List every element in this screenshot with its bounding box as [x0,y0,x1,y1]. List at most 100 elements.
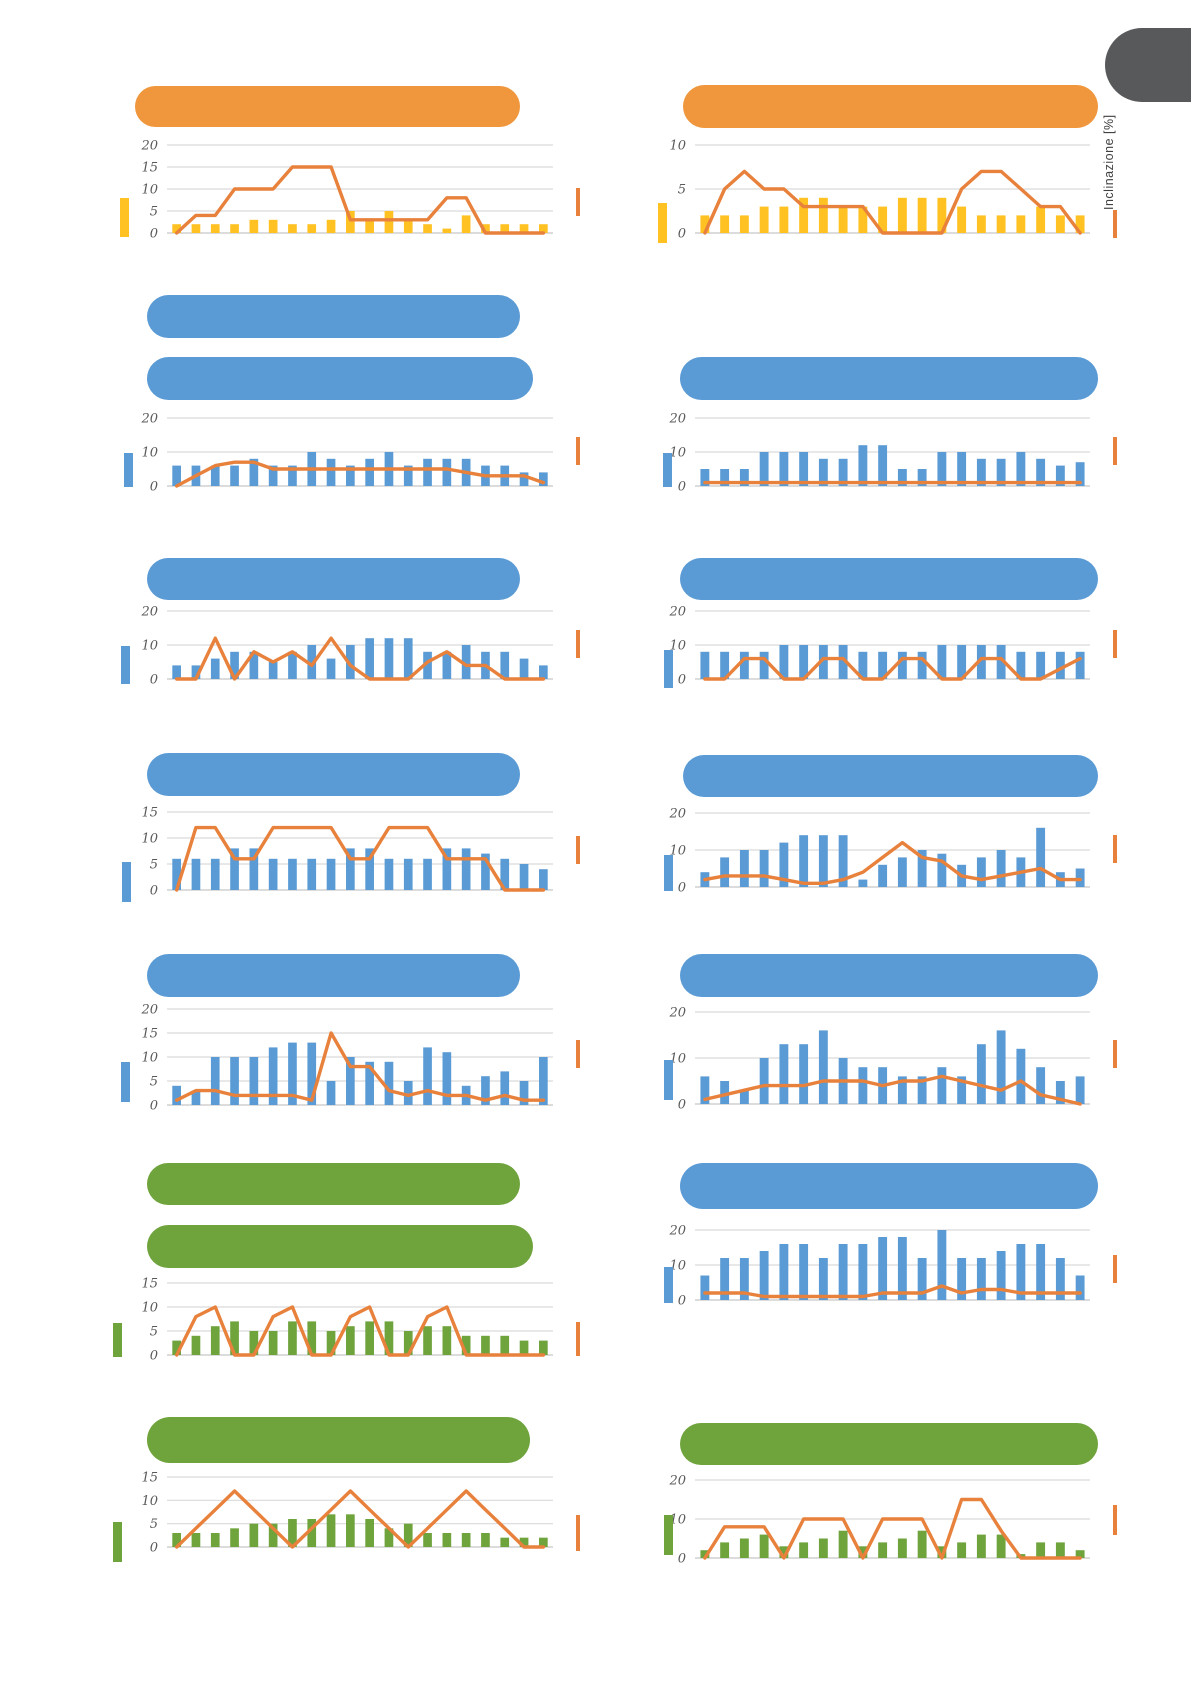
bar [268,1331,278,1355]
bar [976,215,986,233]
bar [1055,1081,1065,1104]
bar [230,1321,239,1355]
y-tick-label: 0 [678,480,686,495]
bar [996,458,1006,486]
bar [423,1533,432,1547]
inclination-line [703,840,1082,885]
bar [230,1057,239,1105]
bar [937,1067,947,1104]
bar [500,224,510,233]
y-tick-label: 20 [668,1224,686,1239]
bar [838,206,848,233]
y-tick-label: 10 [141,1051,158,1066]
bar [838,645,848,679]
bar [268,858,278,890]
inclination-line [703,169,1082,235]
bar [249,219,259,233]
bar [519,1081,529,1105]
bar [1075,215,1085,233]
bar [519,472,529,486]
y-tick-label: 20 [668,605,686,620]
inclination-line [174,636,546,681]
bar [365,458,374,486]
y-tick-label: 0 [150,1099,158,1114]
bar [519,658,529,679]
bar [500,858,510,890]
line-series-legend-swatch [1113,1040,1117,1068]
bar [249,1523,259,1547]
bar [423,1047,432,1105]
bar [996,1534,1006,1558]
bar [957,1542,967,1558]
bar [996,1251,1006,1300]
bar [739,1090,749,1104]
bar [442,458,452,486]
bar-series-legend-swatch [658,203,667,243]
bar [500,1335,510,1355]
y-tick-label: 0 [150,884,158,899]
bar [1016,1244,1026,1300]
bar [996,645,1006,679]
y-tick-label: 15 [141,1471,158,1486]
bar [519,864,529,890]
bar [1036,651,1046,679]
bar [799,1044,809,1104]
bar [739,850,749,887]
bar [481,1533,490,1547]
bar [500,1537,510,1547]
bar [288,1042,297,1105]
line-series-legend-swatch [576,1322,580,1356]
y-tick-label: 10 [141,183,158,198]
bar [917,197,927,233]
bar [326,658,336,679]
bar [739,1538,749,1558]
inclination-line [174,825,546,892]
bar [346,848,355,890]
bar [779,645,789,679]
bar [759,1058,769,1104]
bar [937,853,947,887]
redacted-section-title-pill [147,1163,520,1205]
bar [210,1533,220,1547]
bar [191,665,201,679]
y-tick-label: 20 [140,139,158,154]
bar [539,224,548,233]
bar [1075,1076,1085,1104]
combo-chart: 15 10 5 0 [141,806,553,899]
bar [700,215,710,233]
bar [858,651,868,679]
bar [759,1534,769,1558]
bar [1075,1550,1085,1558]
line-series-legend-swatch [1113,210,1117,238]
bar [442,1326,452,1355]
bar [461,848,471,890]
inclination-line [174,1305,546,1357]
redacted-section-title-pill [680,954,1098,997]
bar [1036,458,1046,486]
combo-chart: 15 10 5 0 [141,1471,553,1556]
bar [878,1542,888,1558]
bar [799,452,809,486]
redacted-section-title-pill [147,753,520,796]
bar [288,1519,297,1547]
bar [917,850,927,887]
y-tick-label: 0 [150,1349,158,1364]
bar [700,469,710,486]
bar [346,645,355,679]
bar [365,219,374,233]
line-series-legend-swatch [1113,1255,1117,1283]
bar-series-legend-swatch [664,1267,673,1303]
bar [779,1546,789,1558]
bar [759,651,769,679]
bar [539,869,548,890]
bar [897,1538,907,1558]
y-tick-label: 20 [668,807,686,822]
bar [818,1258,828,1300]
bar [700,1550,710,1558]
inclination-line [703,1284,1082,1299]
bar [720,857,730,887]
bar [799,1542,809,1558]
bar-series-legend-swatch [664,1060,673,1100]
bar [307,1519,317,1547]
